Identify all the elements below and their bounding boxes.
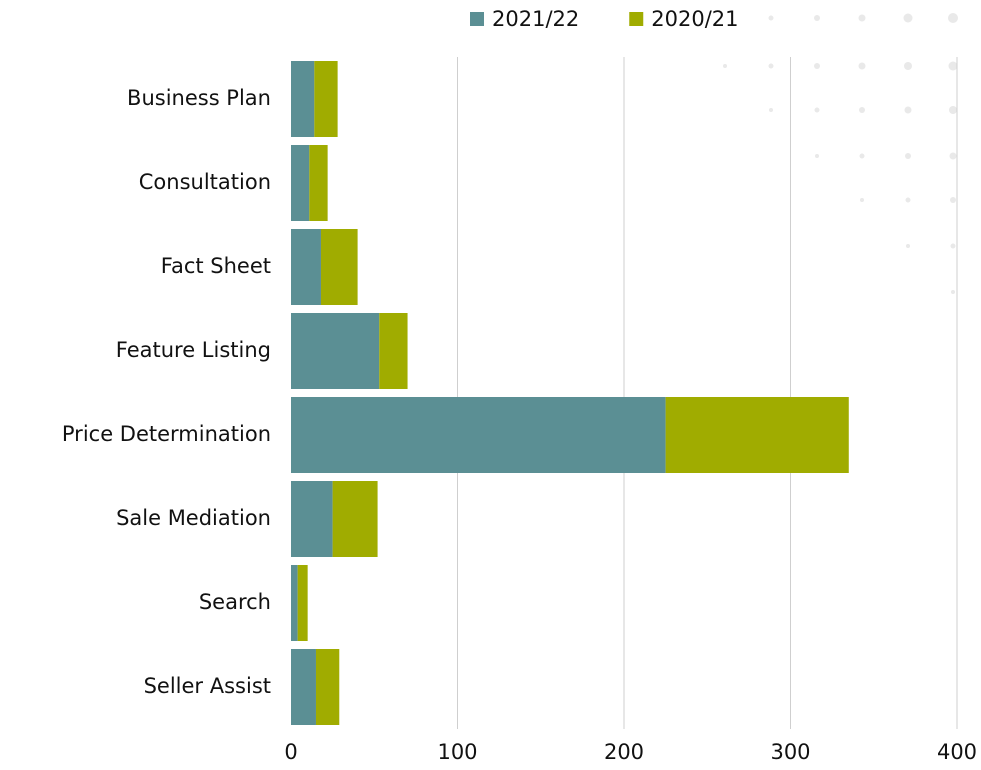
y-tick-label: Price Determination <box>62 422 271 446</box>
y-tick-label: Consultation <box>139 170 271 194</box>
bar <box>291 397 666 473</box>
bar <box>379 313 408 389</box>
bar <box>291 313 380 389</box>
bar <box>332 481 378 557</box>
bar <box>297 565 308 641</box>
legend-swatch <box>470 12 484 26</box>
y-tick-label: Business Plan <box>127 86 271 110</box>
bar <box>314 61 338 137</box>
bar <box>291 649 316 725</box>
y-tick-label: Seller Assist <box>144 674 271 698</box>
y-tick-label: Feature Listing <box>116 338 271 362</box>
x-tick-label: 400 <box>937 740 977 764</box>
y-tick-label: Search <box>199 590 271 614</box>
bar <box>320 229 358 305</box>
x-tick-label: 0 <box>284 740 297 764</box>
bar <box>291 61 315 137</box>
x-tick-label: 200 <box>604 740 644 764</box>
bar <box>291 565 298 641</box>
x-tick-label: 300 <box>770 740 810 764</box>
bar <box>309 145 328 221</box>
bar <box>291 229 321 305</box>
decoration <box>723 13 958 294</box>
legend-label: 2021/22 <box>492 7 579 31</box>
bar <box>291 145 310 221</box>
bar <box>665 397 849 473</box>
y-tick-label: Sale Mediation <box>116 506 271 530</box>
legend-swatch <box>629 12 644 26</box>
bar <box>291 481 333 557</box>
bar <box>315 649 340 725</box>
x-tick-label: 100 <box>437 740 477 764</box>
legend-label: 2020/21 <box>651 7 738 31</box>
y-tick-label: Fact Sheet <box>161 254 271 278</box>
